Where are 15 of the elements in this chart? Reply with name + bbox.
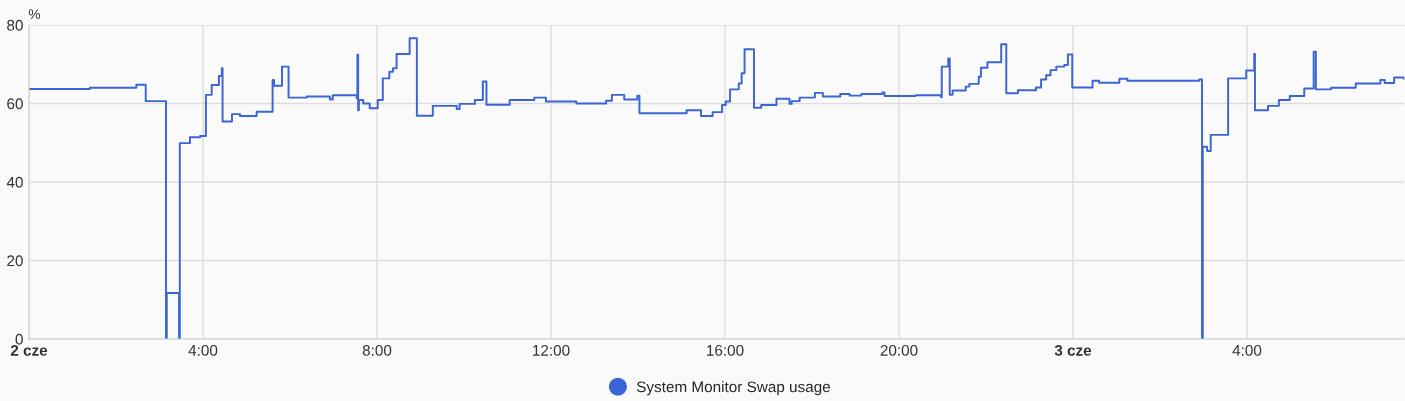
x-tick-label: 2 cze [10, 344, 48, 356]
x-tick-label: 20:00 [880, 344, 918, 356]
x-tick-label: 4:00 [1232, 344, 1262, 356]
y-tick-label: 60 [7, 98, 23, 110]
legend-label: System Monitor Swap usage [636, 381, 831, 396]
x-tick-label: 4:00 [188, 344, 218, 356]
y-tick-label: 80 [7, 19, 23, 31]
x-tick-label: 16:00 [707, 344, 744, 356]
y-axis-title: % [28, 9, 41, 20]
x-tick-label: 12:00 [533, 344, 570, 356]
y-tick-label: 20 [7, 255, 23, 267]
x-tick-label: 3 cze [1054, 344, 1092, 356]
y-tick-label: 40 [6, 176, 23, 188]
y-tick-label: 0 [15, 333, 23, 345]
x-tick-label: 8:00 [362, 344, 392, 356]
